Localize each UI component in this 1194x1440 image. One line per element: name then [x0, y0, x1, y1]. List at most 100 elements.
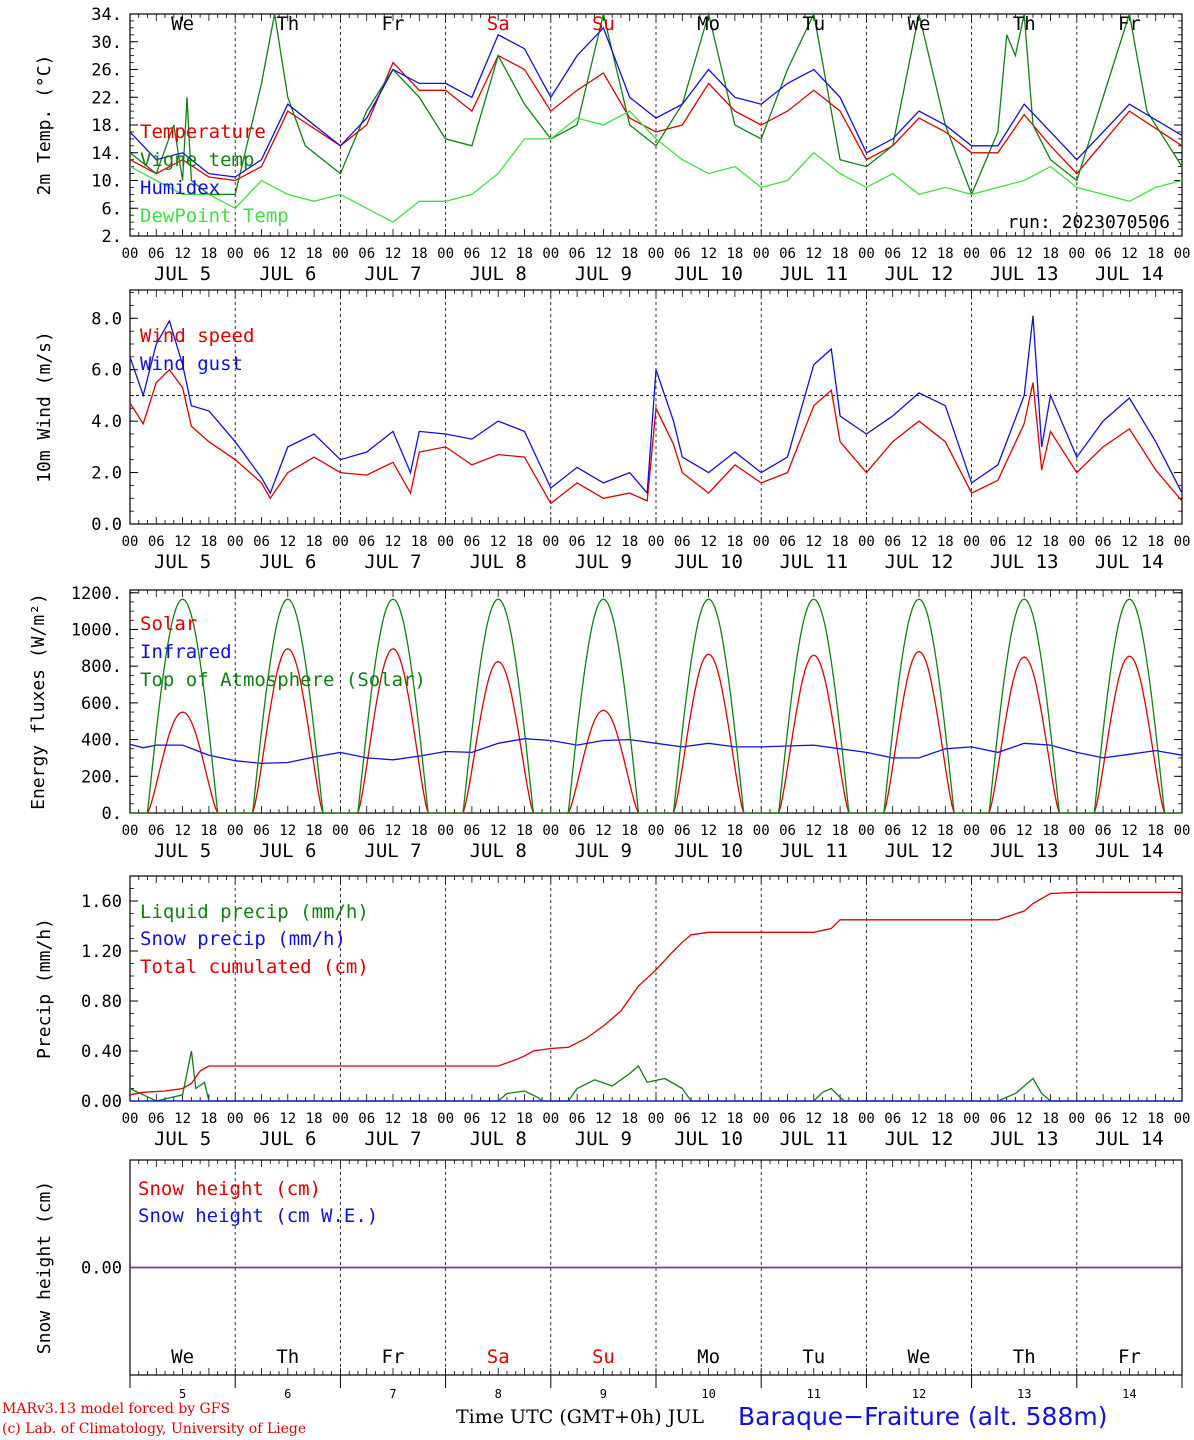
hour-tick-label: 18 — [832, 823, 849, 839]
hour-tick-label: 18 — [937, 534, 954, 550]
hour-tick-label: 00 — [542, 823, 559, 839]
hour-tick-label: 12 — [385, 246, 402, 262]
hour-tick-label: 00 — [122, 1111, 139, 1127]
hour-tick-label: 00 — [437, 823, 454, 839]
hour-tick-label: 06 — [148, 246, 165, 262]
hour-tick-label: 00 — [858, 534, 875, 550]
hour-tick-label: 00 — [437, 1111, 454, 1127]
y-tick-label: 600. — [81, 694, 122, 714]
hour-tick-label: 18 — [1147, 823, 1164, 839]
weekday-label: Fr — [1118, 13, 1141, 35]
hour-tick-label: 18 — [1147, 534, 1164, 550]
y-tick-label: 0.0 — [91, 515, 122, 535]
hour-tick-label: 00 — [227, 823, 244, 839]
hour-tick-label: 12 — [1121, 823, 1138, 839]
date-label: JUL 7 — [364, 263, 421, 285]
hour-tick-label: 00 — [542, 246, 559, 262]
legend-entry: Solar — [140, 613, 197, 635]
hour-tick-label: 00 — [1174, 246, 1191, 262]
hour-tick-label: 12 — [595, 1111, 612, 1127]
hour-tick-label: 00 — [648, 534, 665, 550]
hour-tick-label: 18 — [306, 534, 323, 550]
hour-tick-label: 12 — [490, 823, 507, 839]
hour-tick-label: 00 — [858, 823, 875, 839]
hour-tick-label: 12 — [805, 534, 822, 550]
date-label: JUL 5 — [154, 551, 211, 573]
hour-tick-label: 12 — [174, 1111, 191, 1127]
hour-tick-label: 00 — [753, 1111, 770, 1127]
date-label: JUL 7 — [364, 840, 421, 862]
hour-tick-label: 06 — [569, 1111, 586, 1127]
date-label: JUL 5 — [154, 263, 211, 285]
date-label: JUL 9 — [575, 551, 632, 573]
y-axis-label: 10m Wind (m/s) — [34, 331, 55, 483]
series-line-top-of-atmosphere-solar- — [130, 598, 1182, 814]
weekday-label: Sa — [487, 13, 510, 35]
hour-tick-label: 06 — [569, 246, 586, 262]
hour-tick-label: 00 — [227, 1111, 244, 1127]
hour-tick-label: 18 — [726, 823, 743, 839]
y-tick-label: 1000. — [71, 620, 122, 640]
hour-tick-label: 12 — [805, 1111, 822, 1127]
hour-tick-label: 06 — [1095, 823, 1112, 839]
legend-entry: Liquid precip (mm/h) — [140, 901, 369, 923]
date-label: JUL 6 — [259, 1128, 316, 1150]
hour-tick-label: 06 — [884, 1111, 901, 1127]
hour-tick-label: 18 — [726, 1111, 743, 1127]
model-credit: MARv3.13 model forced by GFS — [2, 1401, 231, 1417]
hour-tick-label: 18 — [516, 246, 533, 262]
weekday-label: Su — [592, 1346, 615, 1368]
day-number-label: 9 — [600, 1387, 607, 1401]
hour-tick-label: 06 — [358, 534, 375, 550]
hour-tick-label: 00 — [963, 823, 980, 839]
hour-tick-label: 00 — [753, 246, 770, 262]
panel-1 — [129, 11, 1183, 237]
weekday-label: Th — [1013, 13, 1036, 35]
hour-tick-label: 18 — [832, 534, 849, 550]
weekday-label: Su — [592, 13, 615, 35]
hour-tick-label: 18 — [516, 534, 533, 550]
hour-tick-label: 12 — [911, 823, 928, 839]
y-tick-label: 2.0 — [91, 464, 122, 484]
weekday-label: We — [171, 1346, 194, 1368]
hour-tick-label: 00 — [1174, 1111, 1191, 1127]
y-tick-label: 0.40 — [81, 1042, 122, 1062]
date-label: JUL 13 — [990, 1128, 1059, 1150]
y-tick-label: 1.20 — [81, 942, 122, 962]
hour-tick-label: 00 — [1068, 1111, 1085, 1127]
date-label: JUL 7 — [364, 551, 421, 573]
legend-entry: Snow height (cm) — [138, 1178, 321, 1200]
hour-tick-label: 06 — [779, 246, 796, 262]
hour-tick-label: 18 — [621, 534, 638, 550]
hour-tick-label: 18 — [1042, 1111, 1059, 1127]
hour-tick-label: 06 — [989, 823, 1006, 839]
date-label: JUL 5 — [154, 1128, 211, 1150]
hour-tick-label: 00 — [227, 534, 244, 550]
legend-entry: Snow precip (mm/h) — [140, 928, 346, 950]
hour-tick-label: 18 — [726, 534, 743, 550]
hour-tick-label: 12 — [595, 246, 612, 262]
hour-tick-label: 18 — [937, 823, 954, 839]
hour-tick-label: 06 — [463, 1111, 480, 1127]
hour-tick-label: 12 — [1121, 1111, 1138, 1127]
date-label: JUL 13 — [990, 263, 1059, 285]
legend-entry: Temperature — [140, 121, 266, 143]
hour-tick-label: 12 — [1016, 534, 1033, 550]
y-tick-label: 22. — [91, 88, 122, 108]
hour-tick-label: 12 — [700, 823, 717, 839]
date-label: JUL 6 — [259, 263, 316, 285]
hour-tick-label: 06 — [779, 534, 796, 550]
hour-tick-label: 00 — [858, 1111, 875, 1127]
hour-tick-label: 12 — [490, 246, 507, 262]
hour-tick-label: 00 — [437, 246, 454, 262]
date-label: JUL 8 — [470, 263, 527, 285]
hour-tick-label: 18 — [937, 1111, 954, 1127]
hour-tick-label: 12 — [805, 823, 822, 839]
y-tick-label: 800. — [81, 657, 122, 677]
hour-tick-label: 12 — [174, 823, 191, 839]
hour-tick-label: 00 — [437, 534, 454, 550]
date-label: JUL 5 — [154, 840, 211, 862]
hour-tick-label: 06 — [358, 823, 375, 839]
plot-frame — [129, 589, 1183, 814]
weekday-label: Sa — [487, 1346, 510, 1368]
